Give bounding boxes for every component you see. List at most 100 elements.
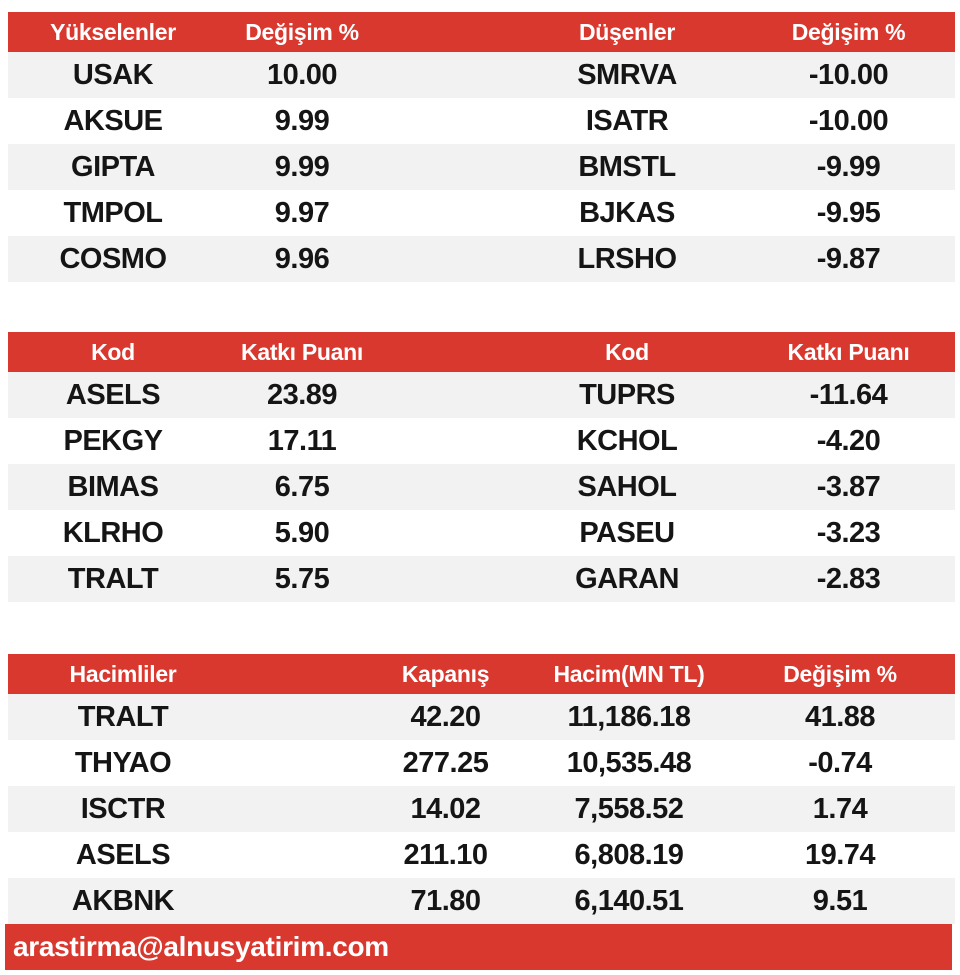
- header-close: Kapanış: [358, 654, 533, 694]
- spacer-cell: [386, 52, 512, 98]
- header-code-positive: Kod: [8, 332, 218, 372]
- header-change: Değişim %: [725, 654, 955, 694]
- ticker-cell: SMRVA: [512, 52, 742, 98]
- spacer-cell: [238, 878, 358, 924]
- value-cell: -9.87: [742, 236, 955, 282]
- close-cell: 71.80: [358, 878, 533, 924]
- gainers-losers-table: Yükselenler Değişim % Düşenler Değişim %…: [8, 12, 955, 282]
- spacer-cell: [238, 654, 358, 694]
- value-cell: 23.89: [218, 372, 386, 418]
- change-cell: 9.51: [725, 878, 955, 924]
- ticker-cell: ASELS: [8, 832, 238, 878]
- header-gainers: Yükselenler: [8, 12, 218, 52]
- change-cell: 19.74: [725, 832, 955, 878]
- volume-cell: 7,558.52: [533, 786, 725, 832]
- ticker-cell: GARAN: [512, 556, 742, 602]
- spacer-cell: [238, 786, 358, 832]
- header-code-negative: Kod: [512, 332, 742, 372]
- section-gap: [0, 282, 960, 332]
- table-row: GIPTA 9.99 BMSTL -9.99: [8, 144, 955, 190]
- gainers-losers-header-row: Yükselenler Değişim % Düşenler Değişim %: [8, 12, 955, 52]
- header-volume-leaders: Hacimliler: [8, 654, 238, 694]
- value-cell: 9.96: [218, 236, 386, 282]
- ticker-cell: PEKGY: [8, 418, 218, 464]
- value-cell: -10.00: [742, 52, 955, 98]
- spacer-cell: [238, 832, 358, 878]
- change-cell: -0.74: [725, 740, 955, 786]
- spacer-cell: [386, 190, 512, 236]
- ticker-cell: KLRHO: [8, 510, 218, 556]
- ticker-cell: TMPOL: [8, 190, 218, 236]
- ticker-cell: SAHOL: [512, 464, 742, 510]
- header-contribution-positive: Katkı Puanı: [218, 332, 386, 372]
- table-row: BIMAS 6.75 SAHOL -3.87: [8, 464, 955, 510]
- value-cell: 9.99: [218, 144, 386, 190]
- close-cell: 277.25: [358, 740, 533, 786]
- ticker-cell: ISCTR: [8, 786, 238, 832]
- value-cell: 5.90: [218, 510, 386, 556]
- ticker-cell: COSMO: [8, 236, 218, 282]
- volume-leaders-table: Hacimliler Kapanış Hacim(MN TL) Değişim …: [8, 654, 955, 924]
- ticker-cell: LRSHO: [512, 236, 742, 282]
- ticker-cell: PASEU: [512, 510, 742, 556]
- change-cell: 41.88: [725, 694, 955, 740]
- value-cell: 10.00: [218, 52, 386, 98]
- ticker-cell: AKSUE: [8, 98, 218, 144]
- value-cell: 9.99: [218, 98, 386, 144]
- table-row: COSMO 9.96 LRSHO -9.87: [8, 236, 955, 282]
- value-cell: 5.75: [218, 556, 386, 602]
- volume-cell: 6,140.51: [533, 878, 725, 924]
- table-row: TRALT 5.75 GARAN -2.83: [8, 556, 955, 602]
- table-row: PEKGY 17.11 KCHOL -4.20: [8, 418, 955, 464]
- spacer-cell: [386, 418, 512, 464]
- spacer-cell: [386, 98, 512, 144]
- ticker-cell: BIMAS: [8, 464, 218, 510]
- value-cell: 9.97: [218, 190, 386, 236]
- ticker-cell: AKBNK: [8, 878, 238, 924]
- ticker-cell: ASELS: [8, 372, 218, 418]
- table-row: TMPOL 9.97 BJKAS -9.95: [8, 190, 955, 236]
- spacer-cell: [386, 144, 512, 190]
- close-cell: 211.10: [358, 832, 533, 878]
- close-cell: 42.20: [358, 694, 533, 740]
- volume-header-row: Hacimliler Kapanış Hacim(MN TL) Değişim …: [8, 654, 955, 694]
- table-row: USAK 10.00 SMRVA -10.00: [8, 52, 955, 98]
- volume-cell: 10,535.48: [533, 740, 725, 786]
- spacer-cell: [238, 740, 358, 786]
- value-cell: -2.83: [742, 556, 955, 602]
- spacer-cell: [386, 372, 512, 418]
- ticker-cell: KCHOL: [512, 418, 742, 464]
- section-gap: [0, 602, 960, 654]
- contribution-header-row: Kod Katkı Puanı Kod Katkı Puanı: [8, 332, 955, 372]
- table-row: ASELS 211.10 6,808.19 19.74: [8, 832, 955, 878]
- volume-cell: 11,186.18: [533, 694, 725, 740]
- value-cell: -4.20: [742, 418, 955, 464]
- value-cell: 6.75: [218, 464, 386, 510]
- table-row: THYAO 277.25 10,535.48 -0.74: [8, 740, 955, 786]
- table-row: ISCTR 14.02 7,558.52 1.74: [8, 786, 955, 832]
- value-cell: -11.64: [742, 372, 955, 418]
- change-cell: 1.74: [725, 786, 955, 832]
- spacer-cell: [386, 556, 512, 602]
- header-losers: Düşenler: [512, 12, 742, 52]
- ticker-cell: TRALT: [8, 556, 218, 602]
- ticker-cell: TUPRS: [512, 372, 742, 418]
- spacer-cell: [238, 694, 358, 740]
- table-row: KLRHO 5.90 PASEU -3.23: [8, 510, 955, 556]
- header-volume: Hacim(MN TL): [533, 654, 725, 694]
- spacer-cell: [386, 464, 512, 510]
- ticker-cell: TRALT: [8, 694, 238, 740]
- spacer-cell: [386, 236, 512, 282]
- footer-bar: arastirma@alnusyatirim.com: [5, 924, 952, 970]
- value-cell: -3.87: [742, 464, 955, 510]
- close-cell: 14.02: [358, 786, 533, 832]
- value-cell: 17.11: [218, 418, 386, 464]
- value-cell: -10.00: [742, 98, 955, 144]
- value-cell: -9.99: [742, 144, 955, 190]
- volume-cell: 6,808.19: [533, 832, 725, 878]
- spacer-cell: [386, 332, 512, 372]
- ticker-cell: BMSTL: [512, 144, 742, 190]
- research-email[interactable]: arastirma@alnusyatirim.com: [13, 931, 389, 962]
- contribution-table: Kod Katkı Puanı Kod Katkı Puanı ASELS 23…: [8, 332, 955, 602]
